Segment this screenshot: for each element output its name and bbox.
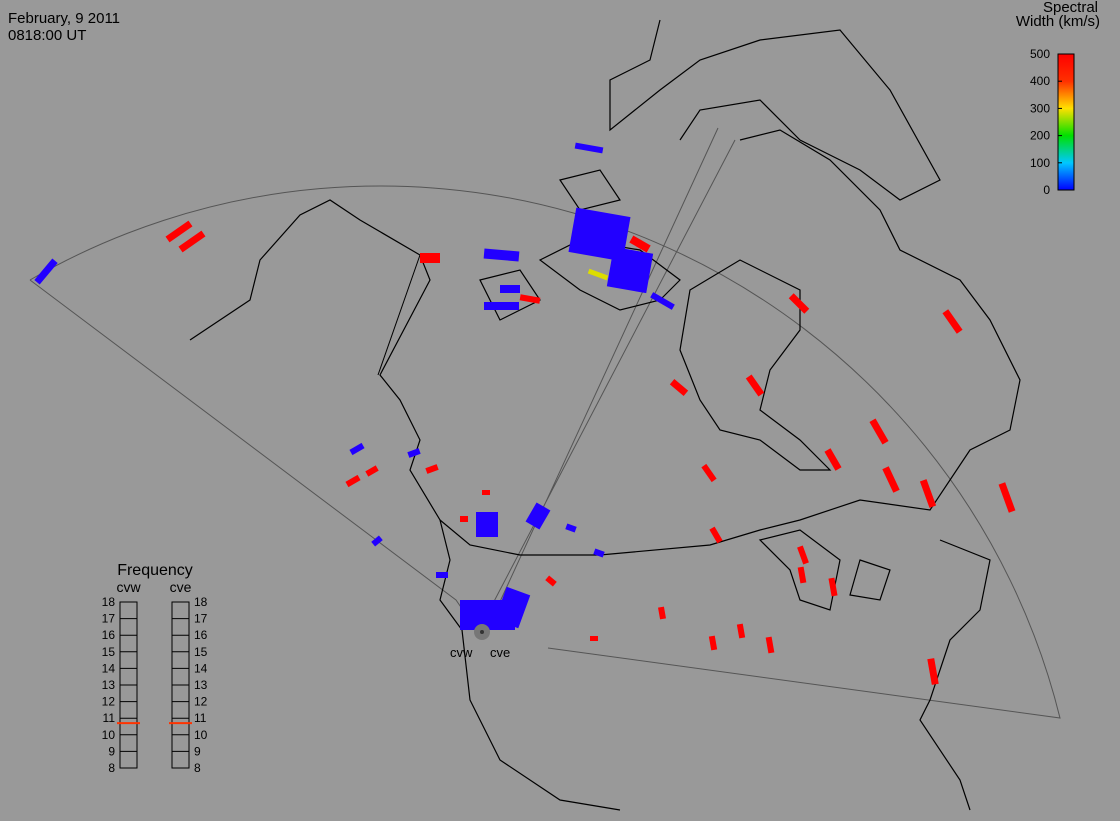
scale-title: Width (km/s) [1016,13,1100,30]
cell [701,463,717,483]
cell [525,502,551,530]
cell [708,635,718,651]
cell [420,253,440,263]
cell [545,575,557,587]
cell [650,292,675,310]
cell [824,448,842,471]
frequency-tick-label: 17 [102,612,116,626]
frequency-tick-label: 8 [194,761,201,775]
frequency-tick-label: 11 [194,711,207,725]
cell [436,572,448,578]
frequency-tick-label: 10 [194,728,208,742]
scatter-cells [34,142,1016,685]
cell [709,526,723,544]
scale-tick-label: 200 [1030,129,1050,143]
site-label: cvw [450,645,473,660]
greenland [609,19,941,201]
frequency-tick-label: 14 [102,661,116,675]
scale-tick-label: 300 [1030,101,1050,115]
radar-site-center [480,630,484,634]
cell [797,566,807,584]
cell [882,466,900,493]
cell [494,586,531,629]
frequency-tick-label: 18 [194,595,208,609]
west-coast [189,199,621,811]
cell [736,623,746,639]
cell [590,636,598,641]
cell [587,268,609,281]
cell [828,577,838,597]
frequency-title: Frequency [117,562,193,579]
cell [371,535,383,547]
cell [365,465,379,477]
frequency-panel: cvw89101112131415161718cve89101112131415… [102,579,208,775]
cell [869,418,889,445]
frequency-tick-label: 14 [194,661,208,675]
frequency-tick-label: 16 [102,628,116,642]
cell [919,479,937,508]
frequency-tick-label: 12 [102,695,116,709]
cell [669,379,689,396]
cell [629,235,651,253]
frequency-tick-label: 8 [108,761,115,775]
cell [765,636,775,654]
time: 0818:00 UT [8,27,86,44]
cell [482,490,490,495]
cell [788,293,810,314]
cell [574,142,604,154]
cell [345,474,361,488]
cell [407,448,421,458]
cell [519,294,541,304]
scale-tick-label: 400 [1030,74,1050,88]
frequency-tick-label: 16 [194,628,208,642]
frequency-tick-label: 15 [194,645,208,659]
frequency-tick-label: 13 [102,678,116,692]
cell [606,246,654,294]
cell [34,258,58,285]
beam-lines [477,127,736,633]
cell [483,248,520,262]
cell [998,482,1016,513]
color-bar [1057,53,1075,191]
radar-name: cve [170,579,192,595]
cell [349,442,365,456]
cell [165,220,193,243]
hudson-bay [679,259,832,471]
cell [484,302,519,310]
frequency-tick-label: 13 [194,678,208,692]
frequency-tick-label: 12 [194,695,208,709]
cell [927,658,939,685]
cell [460,516,468,522]
scale-title: Spectral [1043,0,1098,16]
frequency-tick-label: 11 [103,711,116,725]
frequency-tick-label: 9 [108,744,115,758]
cell [745,374,765,397]
radar-name: cvw [116,579,141,595]
map-background [0,10,1120,821]
cell [476,512,498,537]
frequency-tick-label: 18 [102,595,116,609]
cell [942,309,963,334]
cell [178,230,206,253]
great-lakes-east [758,529,991,811]
date: February, 9 2011 [8,10,120,27]
frequency-tick-label: 10 [102,728,116,742]
site-label: cve [490,645,510,660]
alaska-border [377,254,421,376]
scale-tick-label: 500 [1030,47,1050,61]
cell [500,285,520,293]
cell [658,606,666,620]
scale-tick-label: 100 [1030,156,1050,170]
frequency-tick-label: 17 [194,612,208,626]
cell [797,545,809,565]
cell [565,523,577,533]
frequency-tick-label: 9 [194,744,201,758]
cell [593,548,605,558]
frequency-tick-label: 15 [102,645,116,659]
scale-tick-label: 0 [1043,183,1050,197]
cell [425,464,439,474]
